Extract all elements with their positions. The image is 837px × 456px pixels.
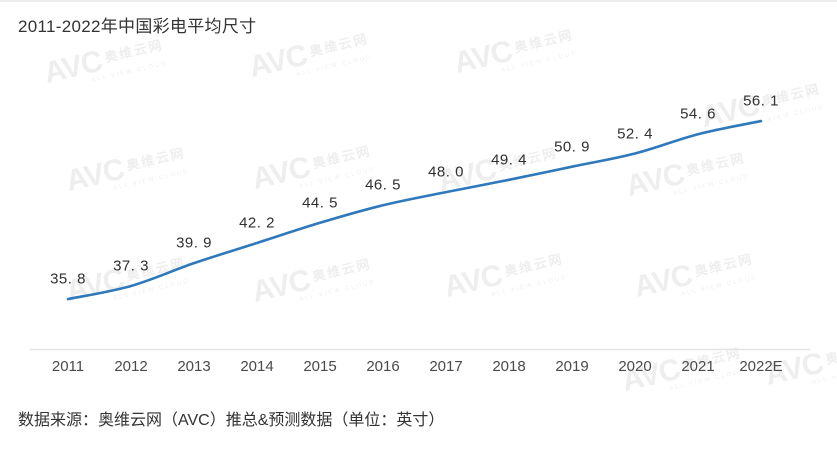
x-axis-label: 2014 — [240, 358, 274, 375]
data-point-label: 39. 9 — [176, 234, 212, 252]
x-axis-label: 2015 — [303, 358, 337, 375]
data-point-label: 54. 6 — [680, 105, 716, 123]
data-point-label: 48. 0 — [428, 163, 464, 181]
data-source-note: 数据来源：奥维云网（AVC）推总&预测数据（单位：英寸） — [18, 412, 445, 429]
x-axis-label: 2022E — [739, 358, 783, 375]
data-point-label: 35. 8 — [50, 270, 86, 288]
x-axis-label: 2013 — [177, 358, 211, 375]
x-axis-label: 2012 — [114, 358, 148, 375]
data-point-label: 50. 9 — [554, 138, 590, 156]
chart-title: 2011-2022年中国彩电平均尺寸 — [18, 17, 257, 36]
data-point-label: 42. 2 — [239, 214, 275, 232]
data-point-label: 46. 5 — [365, 176, 401, 194]
x-axis-label: 2016 — [366, 358, 400, 375]
data-point-label: 37. 3 — [113, 257, 149, 275]
x-axis-label: 2018 — [492, 358, 526, 375]
data-point-label: 56. 1 — [743, 92, 779, 110]
x-axis-label: 2019 — [555, 358, 589, 375]
data-point-label: 52. 4 — [617, 125, 653, 142]
x-axis-label: 2017 — [429, 358, 463, 375]
data-point-label: 49. 4 — [491, 151, 527, 169]
trend-line — [66, 119, 763, 301]
x-axis-label: 2021 — [681, 358, 715, 375]
x-axis-label: 2020 — [618, 358, 652, 375]
x-axis-label: 2011 — [51, 358, 85, 375]
data-point-label: 44. 5 — [302, 194, 338, 212]
